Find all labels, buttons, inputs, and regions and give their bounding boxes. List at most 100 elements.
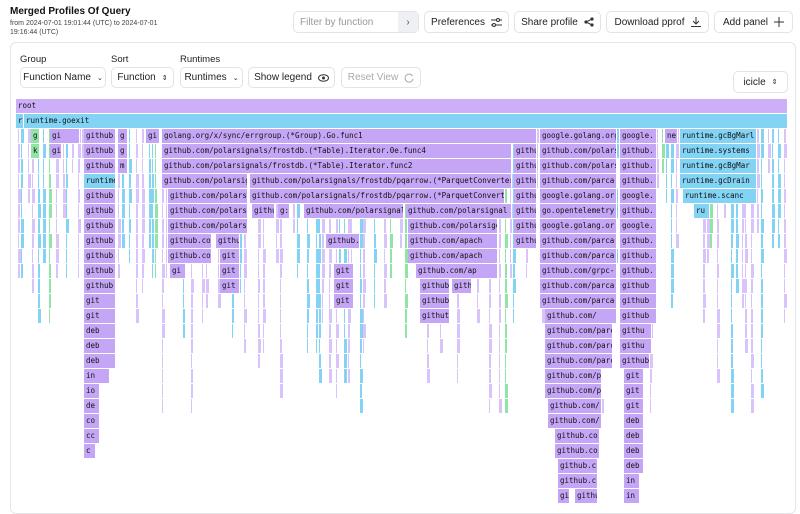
sort-select[interactable]: Function ⇕ (111, 67, 174, 88)
flame-frame[interactable]: github. (620, 264, 657, 278)
flame-frame[interactable]: github. (620, 234, 657, 248)
flame-frame[interactable]: git (334, 264, 354, 278)
flame-frame[interactable]: github (514, 159, 537, 173)
group-select[interactable]: Function Name ⌄ (20, 67, 106, 88)
flame-frame[interactable]: github.com/parc (545, 324, 613, 338)
flame-frame[interactable]: github. (620, 144, 657, 158)
flame-frame[interactable]: github (84, 279, 116, 293)
show-legend-button[interactable]: Show legend (248, 67, 335, 88)
flame-frame[interactable]: io (84, 384, 100, 398)
flame-frame[interactable]: github.c (326, 234, 360, 248)
flame-frame[interactable]: github.com/polarsignal (406, 204, 512, 218)
flame-frame[interactable]: github.com/polarsige (408, 219, 498, 233)
flame-frame[interactable]: github.com/parc (545, 354, 613, 368)
flame-frame[interactable]: deb (624, 414, 644, 428)
flame-frame[interactable]: github.m (84, 189, 116, 203)
flame-frame[interactable]: github.com/polarsignals/frostdb/pqarrow.… (250, 189, 505, 203)
flame-frame[interactable]: google. (620, 189, 657, 203)
flame-frame[interactable]: github.com/polarsignals/frostdb.(*Table)… (162, 159, 512, 173)
flame-frame[interactable]: github. (620, 159, 657, 173)
flame-frame[interactable]: github. (620, 204, 657, 218)
flame-frame[interactable]: go.opentelemetry (540, 204, 617, 218)
flame-frame[interactable]: githut (420, 309, 450, 323)
flame-frame[interactable]: in (624, 489, 640, 503)
flame-frame[interactable]: github.com/ (548, 414, 602, 428)
filter-input[interactable]: Filter by function › (293, 11, 419, 33)
flame-frame[interactable]: github. (84, 234, 116, 248)
flame-frame[interactable]: github.com/ap (416, 264, 498, 278)
flame-frame[interactable]: ne (665, 129, 678, 143)
reset-view-button[interactable]: Reset View (341, 67, 421, 88)
flame-frame[interactable]: github.co (555, 444, 600, 458)
flame-frame[interactable]: github (514, 219, 537, 233)
flame-frame[interactable]: git (84, 294, 116, 308)
flame-frame[interactable]: git (220, 264, 240, 278)
flame-frame[interactable]: google.golang.org/ (540, 129, 617, 143)
flame-frame[interactable]: github (575, 489, 598, 503)
flame-frame[interactable]: git (334, 294, 354, 308)
flame-frame[interactable]: google. (620, 129, 657, 143)
flame-frame[interactable]: github.com/parca (540, 234, 617, 248)
flame-frame[interactable]: gi (50, 144, 62, 158)
view-mode-select[interactable]: icicle ⇕ (733, 71, 788, 93)
flame-frame[interactable]: github.c (558, 474, 598, 488)
flame-frame[interactable]: deb (84, 339, 116, 353)
flame-frame[interactable]: deb (624, 459, 644, 473)
flame-frame[interactable]: google. (620, 219, 657, 233)
flame-frame[interactable]: github.com/polars (540, 159, 617, 173)
flame-frame[interactable]: deb (84, 354, 116, 368)
flame-frame[interactable]: github.com/parca (540, 294, 617, 308)
flame-frame[interactable]: k (31, 144, 40, 158)
flame-frame[interactable]: github (216, 234, 240, 248)
filter-go[interactable]: › (398, 12, 418, 32)
flame-frame[interactable]: r (16, 114, 24, 128)
flame-frame[interactable]: github (620, 354, 650, 368)
flame-frame[interactable]: github.com/polars: (168, 189, 248, 203)
flame-frame[interactable]: gi (146, 129, 160, 143)
flame-frame[interactable]: ru (694, 204, 710, 218)
flame-frame[interactable]: github (84, 264, 116, 278)
flame-frame[interactable]: github.com/polarsignals/frostdb.(*Table)… (162, 144, 512, 158)
flame-frame[interactable]: github.com/polarsig (162, 174, 248, 188)
flame-frame[interactable]: g (31, 129, 40, 143)
flame-frame[interactable]: github.com (168, 249, 212, 263)
flame-frame[interactable]: github (514, 204, 537, 218)
flame-frame[interactable]: github.co (555, 429, 600, 443)
flame-frame[interactable]: runtime.gcBgMarl (680, 129, 757, 143)
flame-frame[interactable]: github.com/ (84, 144, 116, 158)
flame-frame[interactable]: co (84, 414, 100, 428)
flame-frame[interactable]: g: (278, 204, 290, 218)
runtimes-select[interactable]: Runtimes ⌄ (180, 67, 243, 88)
flame-frame[interactable]: github.com/polarsignals/frostdb/pqarrow.… (250, 174, 512, 188)
flame-frame[interactable]: git (624, 399, 644, 413)
flame-frame[interactable]: root (16, 99, 788, 113)
flame-frame[interactable]: github.com/parca (540, 174, 617, 188)
flame-frame[interactable]: github.com/polars: (168, 204, 248, 218)
flame-frame[interactable]: github.com (168, 234, 212, 248)
flame-frame[interactable]: in (624, 474, 640, 488)
flame-frame[interactable]: git (220, 249, 240, 263)
flame-frame[interactable]: github (620, 279, 657, 293)
flame-frame[interactable]: github.com/parca (540, 279, 617, 293)
flame-frame[interactable]: github (420, 279, 450, 293)
flame-frame[interactable]: runtime.gcBgMar (680, 159, 757, 173)
flame-frame[interactable]: runtime (84, 174, 116, 188)
flame-frame[interactable]: github.com/parc (545, 339, 613, 353)
flame-frame[interactable]: deb (84, 324, 116, 338)
flame-frame[interactable]: deb (624, 444, 644, 458)
flame-frame[interactable]: runtime.gcDrain (680, 174, 757, 188)
flame-frame[interactable]: git (624, 369, 644, 383)
flame-frame[interactable]: runtime.goexit (24, 114, 788, 128)
flame-frame[interactable]: gi (558, 489, 570, 503)
flame-frame[interactable]: github. (84, 219, 116, 233)
flame-frame[interactable]: g (118, 129, 128, 143)
flame-frame[interactable]: github.com/apach (408, 234, 498, 248)
flame-frame[interactable]: runtime.systems (680, 144, 757, 158)
flame-frame[interactable]: github.com/grpc- (540, 264, 617, 278)
flame-frame[interactable]: c (84, 444, 96, 458)
flame-frame[interactable]: github (620, 294, 657, 308)
flame-frame[interactable]: git (220, 279, 240, 293)
flame-frame[interactable]: github. (84, 129, 116, 143)
preferences-button[interactable]: Preferences (424, 11, 509, 33)
flame-frame[interactable]: github (514, 189, 537, 203)
